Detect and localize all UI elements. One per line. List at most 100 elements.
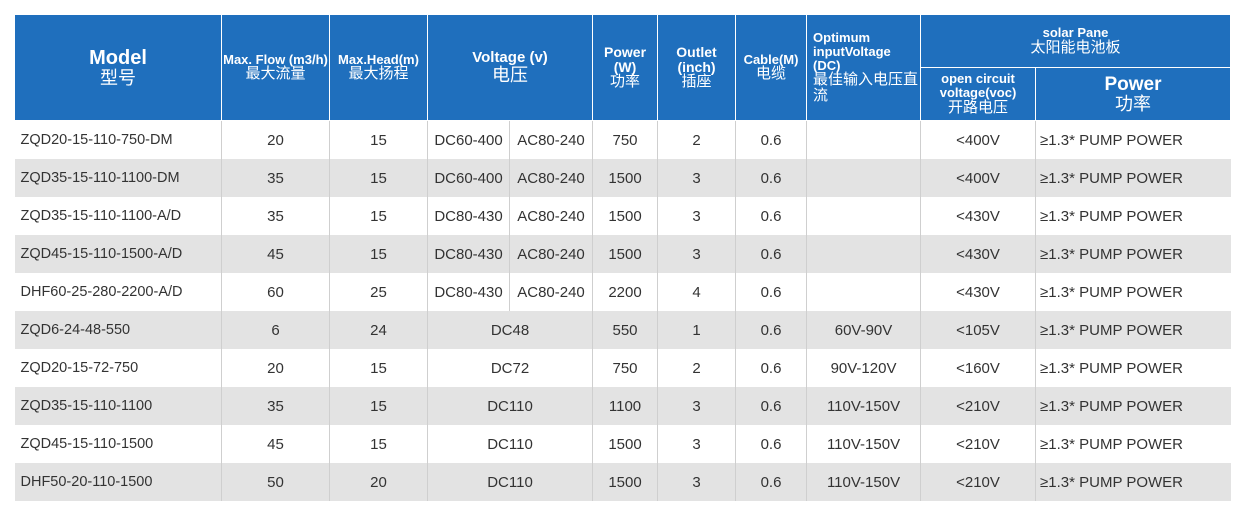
cell-power: 1500	[592, 159, 659, 197]
cell-head: 15	[329, 120, 428, 159]
cell-optimum	[806, 197, 922, 235]
cell-optimum: 110V-150V	[806, 387, 922, 425]
spec-table-container: Model 型号 Max. Flow (m3/h) 最大流量 Max.Head(…	[14, 14, 1232, 501]
cell-model: ZQD20-15-72-750	[14, 349, 222, 387]
header-optimum-en: Optimum inputVoltage (DC)	[813, 30, 891, 73]
header-power: Power (W) 功率	[592, 14, 659, 121]
cell-voc: <210V	[920, 463, 1037, 501]
cell-head: 20	[329, 463, 428, 501]
cell-flow: 50	[221, 463, 330, 501]
header-solar-power-cn: 功率	[1115, 93, 1152, 114]
cell-head: 15	[329, 425, 428, 463]
cell-solar-power: ≥1.3* PUMP POWER	[1035, 311, 1231, 349]
cell-voltage: DC48	[427, 311, 594, 349]
cell-model: ZQD35-15-110-1100	[14, 387, 222, 425]
cell-cable: 0.6	[735, 349, 808, 387]
cell-optimum: 110V-150V	[806, 425, 922, 463]
header-cable: Cable(M) 电缆	[735, 14, 808, 121]
cell-cable: 0.6	[735, 463, 808, 501]
pump-spec-table: Model 型号 Max. Flow (m3/h) 最大流量 Max.Head(…	[14, 14, 1232, 501]
cell-optimum: 110V-150V	[806, 463, 922, 501]
cell-cable: 0.6	[735, 197, 808, 235]
cell-head: 15	[329, 197, 428, 235]
header-optimum-cn: 最佳输入电压直流	[813, 71, 919, 104]
cell-cable: 0.6	[735, 311, 808, 349]
cell-outlet: 3	[657, 387, 737, 425]
table-row: ZQD20-15-110-750-DM 20 15 DC60-400 AC80-…	[14, 120, 1231, 159]
header-solar-power-en: Power	[1104, 73, 1162, 95]
cell-dc-voltage: DC80-430	[427, 235, 510, 273]
header-voltage-cn: 电压	[492, 64, 528, 85]
header-voltage-en: Voltage (v)	[472, 49, 548, 67]
cell-optimum	[806, 120, 922, 159]
header-flow-en: Max. Flow (m3/h)	[223, 51, 328, 67]
cell-voc: <400V	[920, 120, 1037, 159]
header-outlet: Outlet (inch) 插座	[657, 14, 737, 121]
cell-ac-voltage: AC80-240	[509, 235, 594, 273]
cell-flow: 6	[221, 311, 330, 349]
cell-model: ZQD45-15-110-1500-A/D	[14, 235, 222, 273]
cell-optimum: 60V-90V	[806, 311, 922, 349]
cell-outlet: 4	[657, 273, 737, 311]
header-voc: open circuit voltage(voc) 开路电压	[920, 67, 1037, 121]
cell-outlet: 3	[657, 463, 737, 501]
cell-power: 550	[592, 311, 659, 349]
cell-cable: 0.6	[735, 387, 808, 425]
cell-solar-power: ≥1.3* PUMP POWER	[1035, 159, 1231, 197]
header-head: Max.Head(m) 最大扬程	[329, 14, 428, 121]
table-row: ZQD35-15-110-1100-DM 35 15 DC60-400 AC80…	[14, 159, 1231, 197]
header-solar-power: Power 功率	[1035, 67, 1232, 121]
cell-flow: 20	[221, 120, 330, 159]
cell-power: 1100	[592, 387, 659, 425]
header-optimum: Optimum inputVoltage (DC) 最佳输入电压直流	[806, 14, 922, 121]
cell-solar-power: ≥1.3* PUMP POWER	[1035, 463, 1231, 501]
header-voc-cn: 开路电压	[948, 98, 1009, 116]
cell-solar-power: ≥1.3* PUMP POWER	[1035, 273, 1231, 311]
cell-power: 750	[592, 349, 659, 387]
header-model-cn: 型号	[100, 67, 136, 88]
cell-head: 15	[329, 159, 428, 197]
cell-power: 1500	[592, 197, 659, 235]
table-row: ZQD35-15-110-1100-A/D 35 15 DC80-430 AC8…	[14, 197, 1231, 235]
header-head-cn: 最大扬程	[348, 65, 409, 83]
cell-flow: 35	[221, 387, 330, 425]
header-outlet-en: Outlet (inch)	[676, 43, 717, 75]
cell-voc: <160V	[920, 349, 1037, 387]
cell-outlet: 3	[657, 425, 737, 463]
cell-voltage: DC110	[427, 463, 594, 501]
header-solar-en: solar Pane	[1042, 25, 1109, 41]
cell-dc-voltage: DC60-400	[427, 159, 510, 197]
cell-cable: 0.6	[735, 273, 808, 311]
cell-cable: 0.6	[735, 235, 808, 273]
cell-solar-power: ≥1.3* PUMP POWER	[1035, 387, 1231, 425]
table-row: ZQD45-15-110-1500-A/D 45 15 DC80-430 AC8…	[14, 235, 1231, 273]
cell-power: 1500	[592, 425, 659, 463]
cell-voc: <400V	[920, 159, 1037, 197]
cell-head: 15	[329, 387, 428, 425]
cell-dc-voltage: DC80-430	[427, 273, 510, 311]
header-model: Model 型号	[14, 14, 222, 121]
cell-dc-voltage: DC60-400	[427, 120, 510, 159]
header-model-en: Model	[89, 46, 147, 69]
cell-outlet: 1	[657, 311, 737, 349]
cell-head: 25	[329, 273, 428, 311]
cell-outlet: 2	[657, 120, 737, 159]
cell-optimum	[806, 235, 922, 273]
header-solar-cn: 太阳能电池板	[1030, 38, 1121, 56]
header-head-en: Max.Head(m)	[338, 51, 419, 67]
cell-power: 1500	[592, 463, 659, 501]
cell-model: ZQD6-24-48-550	[14, 311, 222, 349]
cell-ac-voltage: AC80-240	[509, 159, 594, 197]
cell-solar-power: ≥1.3* PUMP POWER	[1035, 120, 1231, 159]
cell-power: 2200	[592, 273, 659, 311]
cell-voltage: DC72	[427, 349, 594, 387]
cell-optimum	[806, 273, 922, 311]
cell-optimum	[806, 159, 922, 197]
header-flow: Max. Flow (m3/h) 最大流量	[221, 14, 330, 121]
cell-ac-voltage: AC80-240	[509, 197, 594, 235]
cell-voc: <210V	[920, 387, 1037, 425]
cell-flow: 20	[221, 349, 330, 387]
table-row: ZQD45-15-110-1500 45 15 DC110 1500 3 0.6…	[14, 425, 1231, 463]
cell-voc: <105V	[920, 311, 1037, 349]
header-power-en: Power (W)	[604, 43, 647, 75]
